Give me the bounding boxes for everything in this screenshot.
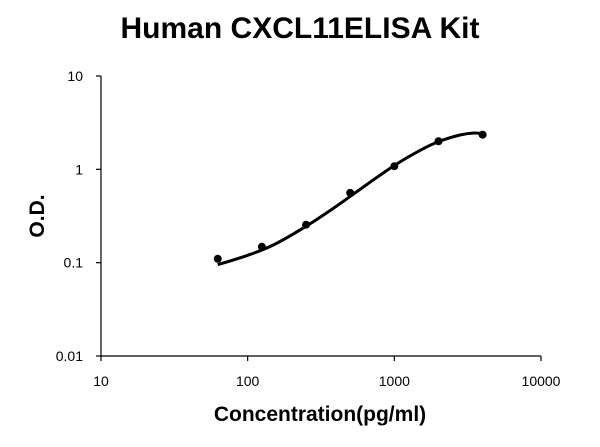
x-tick-label: 100 [236,373,260,389]
x-tick-label: 1000 [379,373,410,389]
data-point [302,220,311,229]
data-point [346,188,355,197]
x-tick-label: 10 [93,373,109,389]
y-tick-label: 0.1 [64,255,84,271]
y-tick-label: 0.01 [56,348,83,364]
data-point [434,137,443,146]
data-point [257,242,266,251]
fit-curve [217,131,483,267]
tick-labels: 10 100 1000 10000 0.01 0.1 1 10 [56,68,561,389]
axes [96,75,542,361]
y-tick-label: 1 [75,161,83,177]
y-axis-label: O.D. [26,194,49,238]
data-point [390,162,399,171]
chart-title: Human CXCL11ELISA Kit [120,12,480,45]
y-tick-label: 10 [67,68,83,84]
x-axis-label: Concentration(pg/ml) [213,403,427,426]
data-point [478,130,487,139]
data-point [213,254,222,263]
x-tick-label: 10000 [522,373,561,389]
data-points [213,130,487,263]
